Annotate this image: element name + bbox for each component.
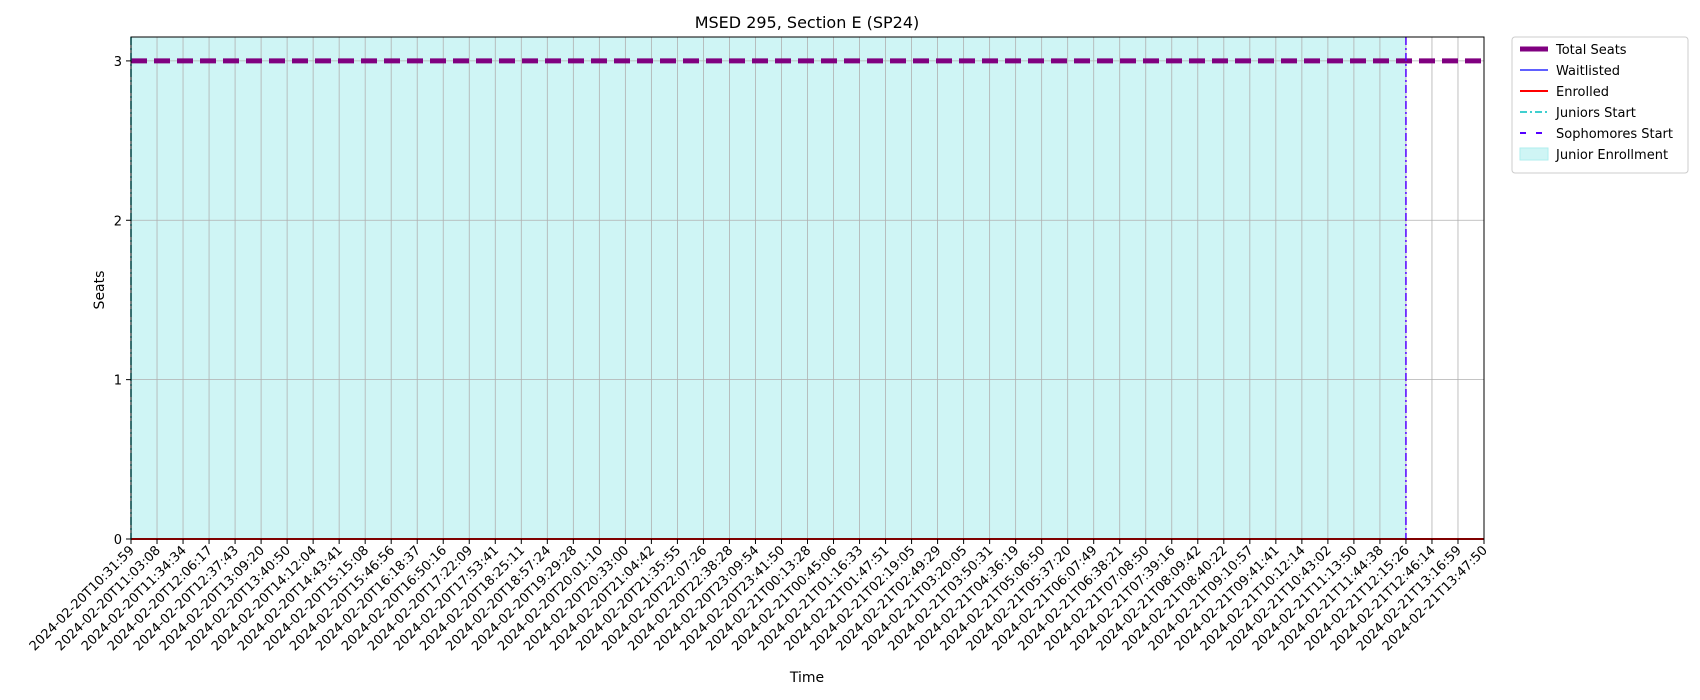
chart-title: MSED 295, Section E (SP24) [695,13,920,32]
legend-box [1511,36,1689,174]
y-tick-label: 0 [114,533,122,548]
legend-label: Juniors Start [1555,106,1636,121]
legend-label: Sophomores Start [1556,127,1673,142]
legend-label: Junior Enrollment [1555,148,1668,163]
chart-legend: Total Seats Waitlisted Enrolled Juniors Sta… [1511,36,1689,174]
y-tick-label: 3 [114,55,122,70]
y-axis-label: Seats [92,271,108,310]
x-axis-label: Time [789,670,824,686]
legend-label: Total Seats [1555,43,1627,58]
legend-swatch [1519,147,1549,161]
legend-label: Enrolled [1556,85,1609,100]
y-tick-label: 1 [114,374,122,389]
shaded-region-junior-enrollment [131,37,1406,539]
y-tick-label: 2 [114,214,122,229]
legend-label: Waitlisted [1556,64,1620,79]
